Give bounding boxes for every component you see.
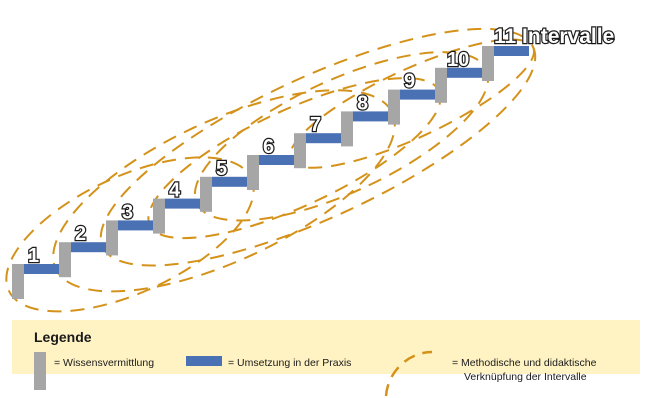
practice-step-5 xyxy=(212,176,247,187)
practice-step-2 xyxy=(71,242,106,253)
legend-background xyxy=(12,320,640,374)
connection-loops xyxy=(5,27,537,313)
interval-label-10: 10 xyxy=(447,49,469,71)
interval-label-7: 7 xyxy=(310,114,321,136)
interval-label-3: 3 xyxy=(122,201,133,223)
legend-link-label-line2: Verknüpfung der Intervalle xyxy=(464,371,587,383)
knowledge-step-6 xyxy=(247,155,259,190)
interval-labels: 1 2 3 4 5 6 7 8 9 10 11 Intervalle xyxy=(27,24,616,268)
practice-step-3 xyxy=(118,220,153,231)
practice-step-11 xyxy=(494,46,529,56)
practice-step-7 xyxy=(306,133,341,144)
legend-link-swatch xyxy=(384,350,433,397)
legend-knowledge-swatch xyxy=(34,352,46,390)
staircase xyxy=(12,46,529,299)
practice-step-1 xyxy=(24,264,59,274)
legend-practice-swatch xyxy=(186,356,222,366)
interval-label-6: 6 xyxy=(263,136,274,158)
legend-link-label-line1: = Methodische und didaktische xyxy=(452,357,597,369)
knowledge-step-9 xyxy=(388,89,400,125)
interval-label-5: 5 xyxy=(216,158,227,180)
interval-label-11: 11 Intervalle xyxy=(494,25,614,48)
interval-label-8: 8 xyxy=(357,92,368,114)
legend-practice-label: = Umsetzung in der Praxis xyxy=(228,357,351,369)
legend-knowledge-label: = Wissensvermittlung xyxy=(54,357,154,369)
legend: Legende = Wissensvermittlung = Umsetzung… xyxy=(12,320,640,397)
interval-label-1: 1 xyxy=(28,245,39,267)
practice-step-9 xyxy=(400,89,435,100)
knowledge-step-3 xyxy=(106,220,118,256)
practice-step-10 xyxy=(447,67,482,78)
knowledge-step-4 xyxy=(153,198,165,234)
practice-step-6 xyxy=(259,155,294,165)
knowledge-step-10 xyxy=(435,67,447,103)
knowledge-step-11 xyxy=(482,46,494,81)
link-loop-1 xyxy=(5,156,255,313)
practice-step-4 xyxy=(165,198,200,209)
practice-step-8 xyxy=(353,111,388,122)
legend-title: Legende xyxy=(34,329,92,345)
knowledge-step-2 xyxy=(59,242,71,278)
knowledge-step-1 xyxy=(12,264,24,299)
knowledge-step-8 xyxy=(341,111,353,147)
knowledge-step-7 xyxy=(294,133,306,169)
knowledge-step-5 xyxy=(200,176,212,212)
interval-label-2: 2 xyxy=(75,223,86,245)
interval-label-9: 9 xyxy=(404,71,415,93)
interval-label-4: 4 xyxy=(169,180,181,202)
